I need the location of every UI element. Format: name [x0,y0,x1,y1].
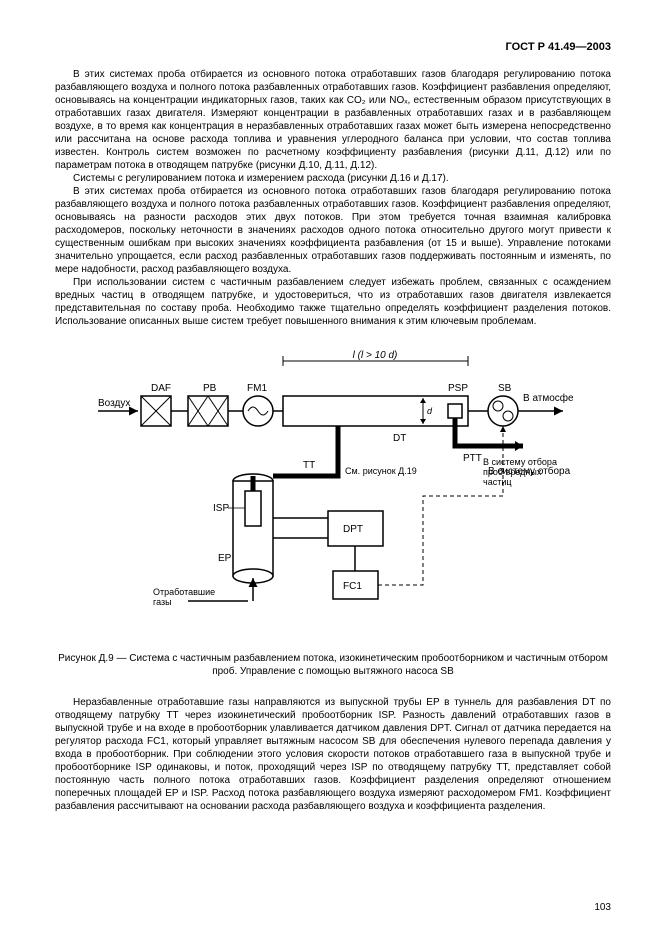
label-pm: В систему отбора проб вредных частиц [483,458,568,488]
label-air: Воздух [98,398,130,409]
box-pb [188,396,228,426]
body-top: В этих системах проба отбирается из осно… [55,68,611,328]
probe-isp [245,491,261,526]
label-sb: SB [498,383,512,394]
label-exh: Отработавшие газы [153,588,228,608]
label-daf: DAF [151,383,171,394]
diagram-svg: l (l > 10 d) Воздух DAF PB FM1 [93,346,573,636]
para-1: В этих системах проба отбирается из осно… [55,68,611,172]
label-len: l (l > 10 d) [353,350,398,361]
fig-caption: Рисунок Д.9 — Система с частичным разбав… [55,652,611,678]
diagram-fig-d9: l (l > 10 d) Воздух DAF PB FM1 [93,346,573,640]
label-fm1: FM1 [247,383,267,394]
body-bottom: Неразбавленные отработавшие газы направл… [55,696,611,813]
label-dt: DT [393,433,406,444]
label-ptt: PTT [463,453,482,464]
probe-psp [448,404,462,418]
label-atm: В атмосферу [523,392,573,404]
label-ep: EP [218,553,232,564]
page-number: 103 [594,901,611,914]
para-5: Неразбавленные отработавшие газы направл… [55,696,611,813]
label-pb: PB [203,383,217,394]
label-fc1: FC1 [343,581,362,592]
doc-header: ГОСТ Р 41.49—2003 [55,40,611,54]
para-2: Системы с регулированием потока и измере… [55,172,611,185]
blower-sb [488,396,518,426]
label-tt: TT [303,460,315,471]
para-4: При использовании систем с частичным раз… [55,276,611,328]
label-dpt: DPT [343,524,363,535]
line-fc1-sb [378,426,503,585]
tunnel-dt [283,396,468,426]
label-psp: PSP [448,383,468,394]
label-see: См. рисунок Д.19 [345,466,417,476]
label-isp: ISP [213,503,229,514]
para-3: В этих системах проба отбирается из осно… [55,185,611,276]
